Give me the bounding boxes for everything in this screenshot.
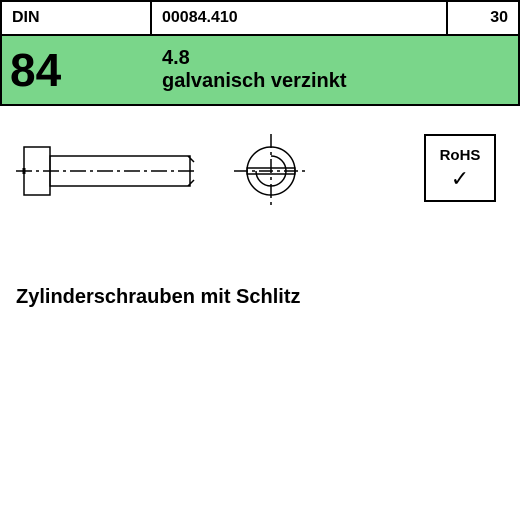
- rohs-label: RoHS: [440, 147, 481, 164]
- screw-front-view-icon: [226, 126, 316, 216]
- standard-label: DIN: [2, 2, 152, 34]
- product-spec-card: DIN 00084.410 30 84 4.8 galvanisch verzi…: [0, 0, 520, 520]
- rohs-compliance-badge: RoHS ✓: [424, 134, 496, 202]
- spec-banner: 84 4.8 galvanisch verzinkt: [0, 36, 520, 106]
- din-number: 84: [2, 36, 152, 104]
- header-row: DIN 00084.410 30: [0, 0, 520, 36]
- product-description: Zylinderschrauben mit Schlitz: [0, 276, 520, 319]
- spec-details: 4.8 galvanisch verzinkt: [152, 36, 518, 104]
- page-number: 30: [448, 2, 518, 34]
- surface-finish: galvanisch verzinkt: [162, 70, 518, 93]
- screw-side-view-icon: [16, 126, 196, 216]
- diagram-area: RoHS ✓: [0, 106, 520, 276]
- check-icon: ✓: [451, 168, 469, 190]
- product-code: 00084.410: [152, 2, 448, 34]
- material-grade: 4.8: [162, 47, 518, 70]
